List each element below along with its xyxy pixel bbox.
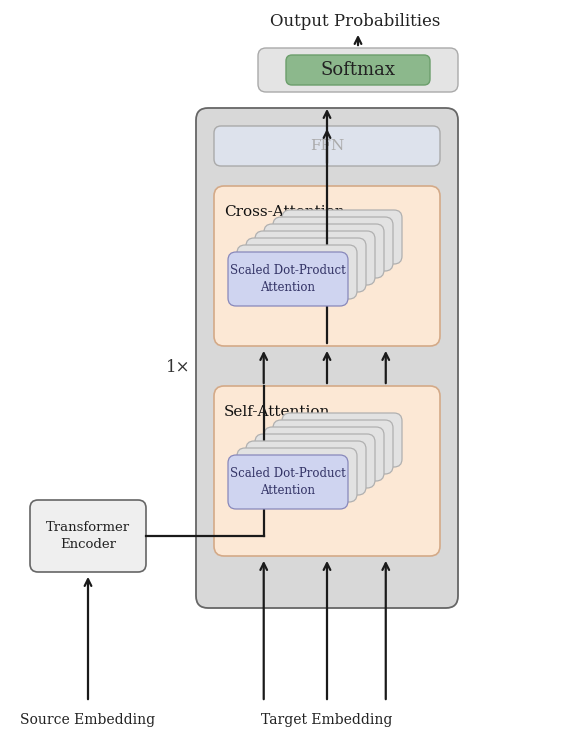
- FancyBboxPatch shape: [237, 245, 357, 299]
- FancyBboxPatch shape: [282, 210, 402, 264]
- FancyBboxPatch shape: [255, 231, 375, 285]
- Text: Scaled Dot-Product
Attention: Scaled Dot-Product Attention: [230, 264, 346, 294]
- FancyBboxPatch shape: [30, 500, 146, 572]
- Text: Cross-Attention: Cross-Attention: [224, 205, 345, 219]
- FancyBboxPatch shape: [286, 55, 430, 85]
- Text: Self-Attention: Self-Attention: [224, 405, 331, 419]
- FancyBboxPatch shape: [228, 455, 348, 509]
- FancyBboxPatch shape: [258, 48, 458, 92]
- FancyBboxPatch shape: [273, 420, 393, 474]
- Text: Transformer
Encoder: Transformer Encoder: [46, 521, 130, 551]
- FancyBboxPatch shape: [228, 252, 348, 306]
- FancyBboxPatch shape: [214, 186, 440, 346]
- FancyBboxPatch shape: [255, 434, 375, 488]
- FancyBboxPatch shape: [264, 224, 384, 278]
- FancyBboxPatch shape: [214, 126, 440, 166]
- FancyBboxPatch shape: [246, 238, 366, 292]
- FancyBboxPatch shape: [273, 217, 393, 271]
- FancyBboxPatch shape: [196, 108, 458, 608]
- Text: Source Embedding: Source Embedding: [21, 713, 156, 727]
- FancyBboxPatch shape: [282, 413, 402, 467]
- FancyBboxPatch shape: [264, 427, 384, 481]
- FancyBboxPatch shape: [237, 448, 357, 502]
- FancyBboxPatch shape: [246, 441, 366, 495]
- Text: Target Embedding: Target Embedding: [261, 713, 393, 727]
- Text: 1×: 1×: [166, 359, 190, 376]
- Text: Softmax: Softmax: [320, 61, 396, 79]
- Text: Output Probabilities: Output Probabilities: [270, 13, 440, 31]
- Text: FFN: FFN: [310, 139, 344, 153]
- FancyBboxPatch shape: [214, 386, 440, 556]
- Text: Scaled Dot-Product
Attention: Scaled Dot-Product Attention: [230, 467, 346, 497]
